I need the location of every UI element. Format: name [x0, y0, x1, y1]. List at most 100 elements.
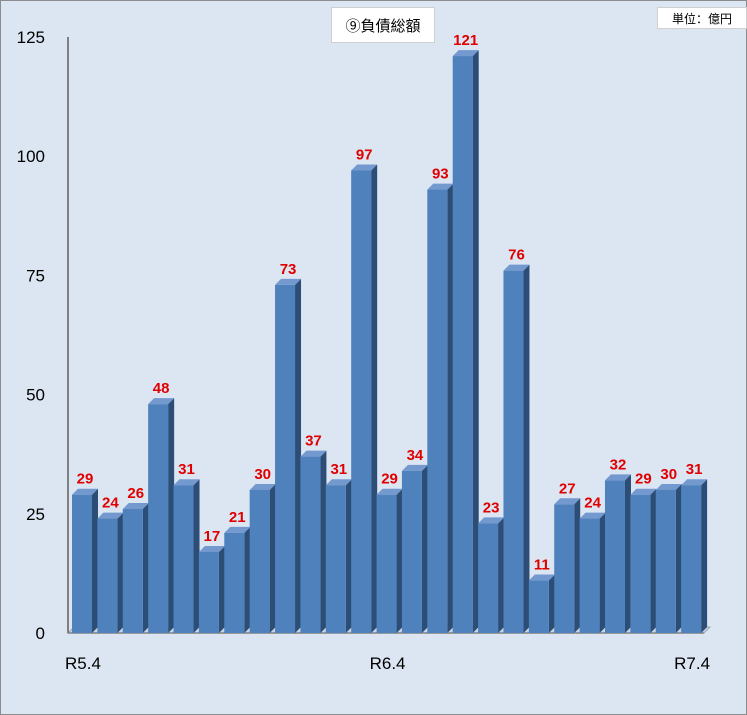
bar-front: [554, 504, 575, 633]
bar-front: [351, 170, 372, 633]
bar-side: [168, 398, 175, 633]
bar-front: [325, 485, 346, 633]
bar-side: [574, 498, 581, 633]
bar-side: [92, 488, 98, 633]
bar-front: [427, 189, 448, 634]
bar-front: [224, 532, 245, 633]
bar-top: [72, 488, 98, 495]
bar: [148, 398, 175, 633]
bar-front: [97, 518, 118, 633]
bar-top: [452, 50, 479, 57]
bar-front: [148, 404, 169, 633]
bar-top: [655, 483, 682, 490]
bar: [427, 183, 454, 634]
data-label: 31: [178, 461, 195, 478]
unit-label: 単位：億円: [657, 7, 747, 29]
bar-top: [122, 503, 149, 510]
bar: [249, 483, 276, 633]
bar: [376, 488, 403, 633]
bar: [275, 278, 302, 633]
bar: [452, 50, 479, 633]
bar-side: [701, 479, 708, 633]
bar-front: [401, 470, 422, 633]
bar: [122, 503, 149, 633]
data-label: 48: [153, 380, 170, 397]
bar-front: [452, 56, 473, 633]
bar-front: [275, 284, 296, 633]
data-label: 73: [280, 261, 297, 278]
bar: [173, 479, 200, 633]
y-tick-label: 125: [17, 28, 45, 47]
data-label: 37: [305, 433, 322, 450]
bar-side: [193, 479, 200, 633]
bar: [528, 574, 555, 633]
bar-front: [72, 494, 92, 633]
bar: [72, 488, 98, 633]
bar-front: [198, 551, 219, 633]
data-label: 30: [660, 466, 677, 483]
bar: [478, 517, 505, 633]
data-label: 121: [453, 32, 478, 49]
bar: [198, 545, 225, 633]
y-tick-label: 100: [17, 147, 45, 166]
bar-side: [117, 512, 124, 633]
data-label: 26: [127, 485, 144, 502]
bar-top: [630, 488, 657, 495]
bar-front: [300, 456, 321, 633]
bar: [300, 450, 327, 633]
bar-side: [624, 474, 631, 633]
bar-front: [173, 485, 194, 633]
bar-top: [300, 450, 327, 457]
bar-top: [224, 526, 251, 533]
data-label: 34: [407, 447, 424, 464]
bar-side: [650, 488, 657, 633]
bar: [224, 526, 251, 633]
bar-top: [604, 474, 631, 481]
chart-title: ⑨負債総額: [331, 7, 435, 43]
bar-top: [528, 574, 555, 581]
data-labels: 29 24 26 48 31 17 21 30 73 37 31 97 29 34 93 121 23 76 11 2…: [77, 32, 703, 573]
data-label: 17: [204, 528, 221, 545]
data-label: 97: [356, 147, 373, 164]
bar-front: [503, 270, 524, 633]
bar-side: [396, 488, 403, 633]
bars-group: [72, 50, 708, 634]
y-tick-label: 50: [26, 386, 45, 405]
bar-front: [376, 494, 397, 633]
bar-front: [604, 480, 625, 633]
x-tick-label: R5.4: [65, 654, 101, 673]
data-label: 76: [508, 247, 525, 264]
bar-side: [472, 50, 479, 633]
y-tick-label: 75: [26, 266, 45, 285]
bar-front: [681, 485, 702, 633]
bar-side: [548, 574, 555, 633]
bar: [325, 479, 352, 633]
bar-front: [655, 489, 676, 633]
bar: [630, 488, 657, 633]
bar-top: [173, 479, 200, 486]
bar-side: [244, 526, 251, 633]
data-label: 11: [534, 557, 550, 574]
bar-side: [599, 512, 606, 633]
bar-side: [447, 183, 454, 634]
bar-top: [427, 183, 454, 190]
data-label: 31: [330, 461, 347, 478]
bar-front: [478, 523, 499, 633]
bar-side: [371, 164, 378, 633]
bar-side: [142, 503, 149, 633]
data-label: 31: [686, 461, 703, 478]
bar-side: [320, 450, 327, 633]
data-label: 30: [254, 466, 271, 483]
bar-top: [503, 264, 530, 271]
bar: [401, 464, 428, 633]
bar-side: [421, 464, 428, 633]
bar-front: [579, 518, 600, 633]
bar-top: [97, 512, 124, 519]
bar: [579, 512, 606, 633]
data-label: 24: [102, 495, 119, 512]
x-tick-label: R6.4: [370, 654, 406, 673]
bar: [503, 264, 530, 633]
bar: [351, 164, 378, 633]
